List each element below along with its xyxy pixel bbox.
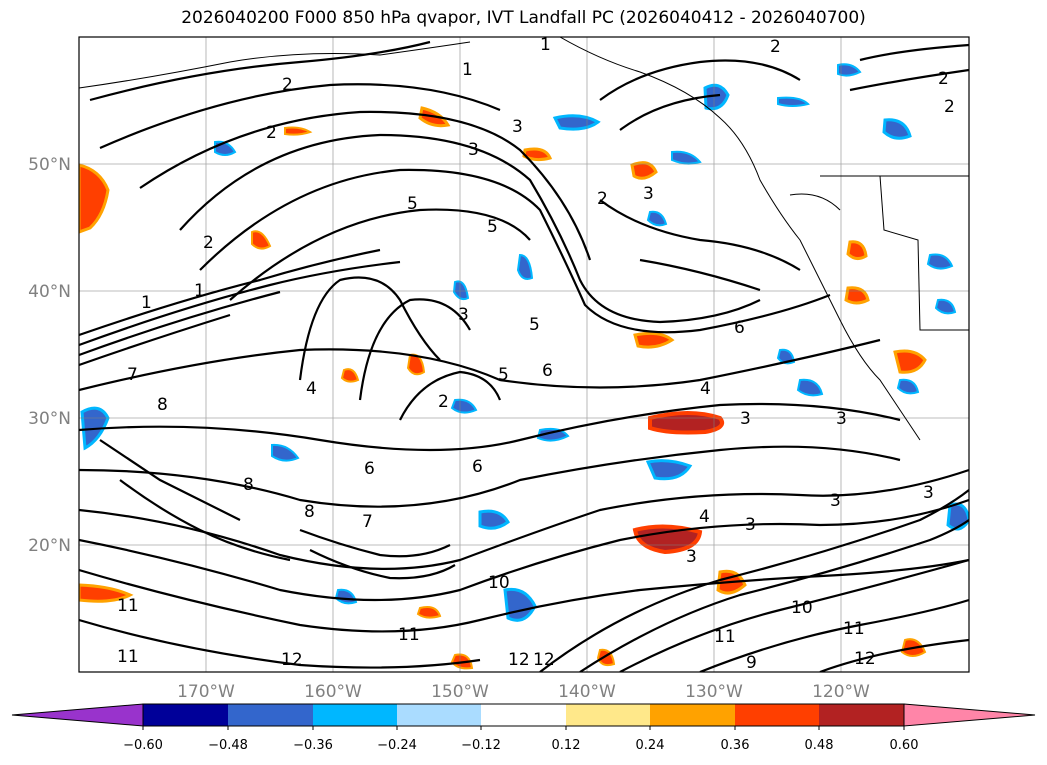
contour-label: 11: [117, 596, 139, 616]
colorbar-segment: [650, 704, 735, 726]
contour-label: 4: [306, 379, 317, 399]
contour-label: 5: [407, 194, 418, 214]
contour-label: 1: [141, 293, 152, 313]
colorbar-tick-label: −0.48: [208, 738, 248, 753]
contour-label: 7: [362, 512, 373, 532]
contour-label: 1: [194, 281, 205, 301]
contour-label: 11: [843, 619, 865, 639]
contour-label: 3: [468, 140, 479, 160]
colorbar-tick-label: 0.12: [552, 738, 581, 753]
lon-label-130w: 130°W: [685, 682, 743, 702]
anomaly-patches: [79, 63, 969, 670]
lon-label-120w: 120°W: [812, 682, 870, 702]
contour-label: 3: [923, 483, 934, 503]
contour-label: 12: [508, 650, 530, 670]
graticule: [79, 37, 969, 672]
contour-label: 4: [700, 379, 711, 399]
colorbar-segment: [228, 704, 313, 726]
contour-label: 3: [643, 184, 654, 204]
latitude-labels: 50°N 40°N 30°N 20°N: [28, 155, 71, 556]
colorbar-tick-label: −0.24: [377, 738, 417, 753]
contour-label: 6: [364, 459, 375, 479]
ivt-contours: [79, 40, 969, 672]
contour-label: 4: [699, 507, 710, 527]
colorbar-tick-label: 0.60: [890, 738, 919, 753]
colorbar-segment: [481, 704, 566, 726]
lat-label-20n: 20°N: [28, 536, 71, 556]
contour-label: 12: [854, 649, 876, 669]
contour-label: 3: [745, 515, 756, 535]
coastline: [79, 37, 969, 441]
contour-label: 12: [533, 650, 555, 670]
contour-label: 2: [597, 189, 608, 209]
contour-label: 11: [714, 627, 736, 647]
contour-label: 8: [243, 475, 254, 495]
map-frame: [78, 36, 970, 673]
lon-label-170w: 170°W: [177, 682, 235, 702]
contour-label: 8: [304, 502, 315, 522]
colorbar-segment: [819, 704, 904, 726]
contour-label: 2: [203, 233, 214, 253]
lon-label-160w: 160°W: [304, 682, 362, 702]
contour-label: 6: [734, 318, 745, 338]
contour-labels: 2 1 1 2 2 2 2 3 3 2 5 5 2 3 1 1 3 5 6 4 …: [117, 35, 955, 673]
colorbar-tick-label: −0.12: [461, 738, 501, 753]
colorbar-tick-label: 0.36: [721, 738, 750, 753]
contour-label: 10: [488, 573, 510, 593]
contour-label: 3: [836, 409, 847, 429]
contour-label: 3: [686, 547, 697, 567]
colorbar-tick-label: 0.48: [805, 738, 834, 753]
contour-label: 2: [938, 69, 949, 89]
contour-label: 9: [746, 653, 757, 673]
contour-label: 2: [770, 37, 781, 57]
contour-label: 3: [512, 117, 523, 137]
colorbar-segment: [735, 704, 819, 726]
contour-label: 5: [487, 217, 498, 237]
contour-label: 5: [498, 365, 509, 385]
colorbar-segment: [566, 704, 650, 726]
contour-label: 2: [944, 97, 955, 117]
contour-label: 8: [157, 395, 168, 415]
contour-label: 7: [127, 365, 138, 385]
contour-label: 11: [117, 647, 139, 667]
contour-label: 3: [458, 305, 469, 325]
contour-label: 2: [266, 123, 277, 143]
colorbar-segment: [143, 704, 228, 726]
colorbar: −0.60 −0.48 −0.36 −0.24 −0.12 0.12 0.24 …: [11, 703, 1036, 753]
colorbar-outline: [142, 703, 905, 727]
contour-label: 1: [462, 60, 473, 80]
longitude-labels: 170°W 160°W 150°W 140°W 130°W 120°W: [177, 682, 870, 702]
contour-label: 12: [281, 650, 303, 670]
contour-label: 11: [398, 625, 420, 645]
lat-label-30n: 30°N: [28, 409, 71, 429]
contour-label: 1: [540, 35, 551, 55]
map-title: 2026040200 F000 850 hPa qvapor, IVT Land…: [181, 8, 866, 28]
colorbar-segment: [397, 704, 481, 726]
colorbar-tick-label: −0.36: [293, 738, 333, 753]
colorbar-segment: [313, 704, 397, 726]
lon-label-140w: 140°W: [558, 682, 616, 702]
lat-label-40n: 40°N: [28, 282, 71, 302]
contour-label: 10: [791, 598, 813, 618]
contour-label: 2: [438, 392, 449, 412]
contour-label: 6: [472, 457, 483, 477]
map-frame-background: [79, 37, 969, 672]
contour-label: 3: [830, 491, 841, 511]
colorbar-extend-max: [903, 703, 1036, 727]
colorbar-tick-label: 0.24: [636, 738, 665, 753]
contour-label: 5: [529, 315, 540, 335]
lon-label-150w: 150°W: [431, 682, 489, 702]
colorbar-tick-label: −0.60: [123, 738, 163, 753]
contour-label: 3: [740, 409, 751, 429]
contour-label: 2: [282, 75, 293, 95]
colorbar-extend-min: [11, 703, 144, 727]
lat-label-50n: 50°N: [28, 155, 71, 175]
contour-label: 6: [542, 361, 553, 381]
